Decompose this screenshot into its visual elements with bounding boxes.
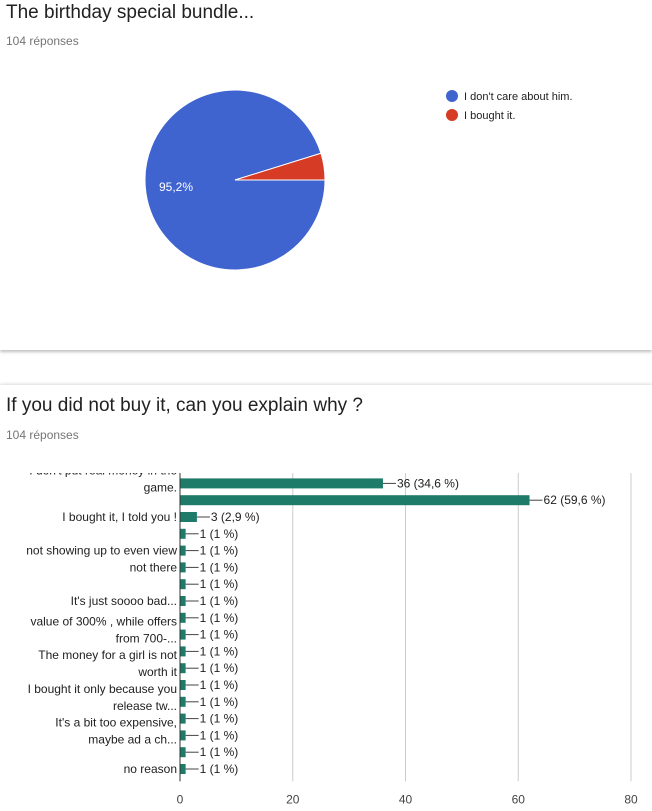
bar (180, 579, 186, 590)
bar (180, 646, 186, 657)
data-label: 3 (2,9 %) (211, 510, 260, 524)
data-label: 1 (1 %) (200, 712, 239, 726)
bar-chart: 0 20 40 60 80 I don't put real money in the ga… (26, 471, 638, 806)
data-label: 1 (1 %) (200, 661, 239, 675)
pie-chart: 95,2% I don't care about him. I bought it. (144, 89, 573, 271)
data-label: 62 (59,6 %) (544, 493, 606, 507)
bar (180, 596, 186, 606)
bar (180, 680, 186, 690)
category-label: not showing up to even view (26, 544, 177, 558)
category-label: not there (130, 560, 178, 574)
bar (180, 512, 197, 522)
data-label: 1 (1 %) (200, 745, 239, 759)
category-label: It's just soooo bad... (71, 594, 177, 608)
bar (180, 663, 186, 674)
data-label: 1 (1 %) (200, 695, 239, 709)
x-tick-label: 40 (399, 792, 413, 806)
question-title: The birthday special bundle... (6, 2, 255, 23)
data-label: 1 (1 %) (200, 728, 239, 742)
category-label: I bought it only because you (28, 682, 177, 696)
data-label: 1 (1 %) (200, 611, 239, 625)
x-tick-label: 0 (177, 792, 184, 806)
bar (180, 545, 186, 556)
data-label: 1 (1 %) (200, 560, 239, 574)
category-label: The money for a girl is not (38, 648, 177, 662)
bar (180, 562, 186, 573)
bar (180, 764, 186, 774)
survey-card-birthday-bundle: The birthday special bundle... 104 répon… (0, 0, 652, 350)
data-label: 1 (1 %) (200, 527, 239, 541)
legend-marker (446, 109, 458, 121)
bar (180, 528, 186, 539)
data-label: 1 (1 %) (200, 762, 239, 776)
bar (180, 629, 186, 640)
category-label: game. (144, 480, 177, 494)
data-label: 1 (1 %) (200, 594, 239, 608)
question-title: If you did not buy it, can you explain w… (6, 395, 363, 416)
bar (180, 713, 186, 724)
category-label: from 700-... (116, 632, 177, 646)
x-tick-label: 20 (286, 792, 300, 806)
data-label: 1 (1 %) (200, 678, 239, 692)
category-label: worth it (137, 665, 177, 679)
bar (180, 612, 186, 623)
category-label: value of 300% , while offers (30, 615, 177, 629)
response-count: 104 réponses (6, 34, 79, 48)
bar (180, 747, 186, 758)
category-label: It's a bit too expensive, (55, 715, 177, 729)
bar (180, 730, 186, 741)
data-label: 1 (1 %) (200, 577, 239, 591)
legend-marker (446, 90, 458, 102)
category-label: release tw... (113, 699, 177, 713)
data-label: 1 (1 %) (200, 644, 239, 658)
data-label: 1 (1 %) (200, 628, 239, 642)
category-label: I bought it, I told you ! (62, 510, 177, 524)
data-label: 1 (1 %) (200, 544, 239, 558)
survey-card-explain-why: If you did not buy it, can you explain w… (0, 385, 652, 811)
category-label: I don't put real money in the (29, 471, 177, 477)
data-label: 36 (34,6 %) (397, 476, 459, 490)
x-tick-label: 60 (512, 792, 526, 806)
category-label: maybe ad a ch... (88, 732, 177, 746)
bar (180, 478, 383, 489)
bar (180, 696, 186, 707)
category-label: no reason (124, 762, 177, 776)
pie-slice-label: 95,2% (159, 180, 193, 194)
category-labels: I don't put real money in the game. I boug… (26, 471, 178, 776)
bar (180, 495, 530, 506)
x-tick-label: 80 (624, 792, 638, 806)
pie-slice-bought (234, 152, 326, 181)
legend-label: I bought it. (464, 110, 515, 122)
response-count: 104 réponses (6, 428, 79, 442)
legend-label: I don't care about him. (464, 91, 573, 103)
